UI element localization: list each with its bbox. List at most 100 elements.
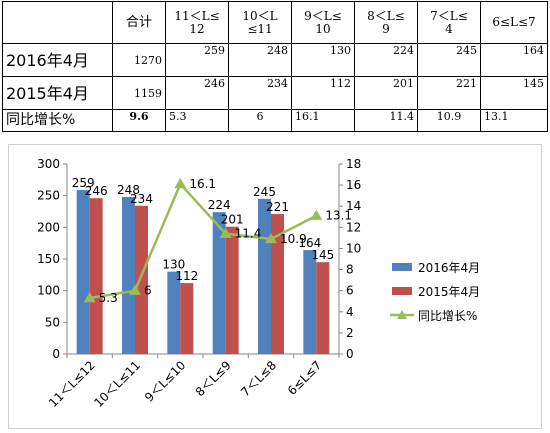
growth-line xyxy=(89,181,317,300)
right-y-tick-label: 18 xyxy=(346,157,361,171)
table-cell: 246 xyxy=(165,76,229,110)
left-y-tick-label: 100 xyxy=(37,284,60,298)
x-tick-label: 10＜L≤11 xyxy=(91,358,143,410)
table-cell: 248 xyxy=(228,43,292,77)
table-header-cell: 11＜L≤ 12 xyxy=(165,1,229,44)
table-cell: 224 xyxy=(354,43,418,77)
table-cell: 1159 xyxy=(112,76,166,110)
line-point xyxy=(310,209,323,220)
table-header-cell xyxy=(2,1,113,44)
table-cell: 13.1 xyxy=(480,109,548,132)
right-y-tick-label: 10 xyxy=(346,241,361,255)
row-label: 2015年4月 xyxy=(2,76,113,110)
legend-label: 2016年4月 xyxy=(418,261,480,275)
bar xyxy=(167,271,181,354)
bar xyxy=(135,205,148,354)
x-tick-label: 8＜L≤9 xyxy=(193,358,234,399)
left-y-tick-label: 50 xyxy=(45,315,60,329)
table-cell: 201 xyxy=(354,76,418,110)
table-cell: 245 xyxy=(417,43,481,77)
combo-chart: 05010015020025030002468101214161811＜L≤12… xyxy=(37,157,480,410)
line-value-label: 5.3 xyxy=(99,291,118,305)
line-point xyxy=(174,178,187,189)
bar-value-label: 201 xyxy=(221,213,244,227)
line-point xyxy=(129,284,141,295)
right-y-tick-label: 8 xyxy=(346,263,354,277)
line-value-label: 13.1 xyxy=(325,209,352,223)
x-tick-label: 11＜L≤12 xyxy=(46,358,98,410)
bar xyxy=(212,212,226,354)
bar-value-label: 221 xyxy=(266,200,289,214)
table-header-cell: 10＜L ≤11 xyxy=(228,1,292,44)
line-value-label: 11.4 xyxy=(235,227,262,241)
legend-swatch xyxy=(392,263,412,271)
table-cell: 6 xyxy=(228,109,292,132)
line-point xyxy=(219,227,232,238)
table-cell: 10.9 xyxy=(417,109,481,132)
chart-frame: 0 50 100 150 200 250 300 0 2 4 6 8 10 12 14 16 18 11＜L≤12… xyxy=(8,144,542,429)
bar-value-label: 224 xyxy=(208,198,231,212)
right-y-tick-label: 12 xyxy=(346,220,361,234)
legend-marker xyxy=(397,310,407,319)
bar xyxy=(225,226,239,354)
bar xyxy=(180,283,194,354)
line-point xyxy=(83,292,96,303)
left-y-tick-label: 300 xyxy=(37,157,60,171)
left-y-tick-label: 0 xyxy=(52,347,60,361)
bar xyxy=(122,196,135,354)
bar-value-label: 248 xyxy=(117,183,140,197)
table-cell: 5.3 xyxy=(165,109,229,132)
bar-value-label: 164 xyxy=(298,236,321,250)
left-y-tick-label: 250 xyxy=(37,189,60,203)
table-cell: 1270 xyxy=(112,43,166,77)
table-header-cell: 7＜L≤ 4 xyxy=(417,1,481,44)
row-label: 2016年4月 xyxy=(2,43,113,77)
right-y-tick-label: 6 xyxy=(346,284,354,298)
data-table: 合计 11＜L≤ 12 10＜L ≤11 9＜L≤ 10 8＜L≤ 9 7＜L≤… xyxy=(2,1,548,132)
line-value-label: 6 xyxy=(144,284,152,298)
x-tick-label: 6≤L≤7 xyxy=(285,358,325,398)
bar xyxy=(316,262,330,354)
right-y-tick-label: 2 xyxy=(346,326,354,340)
table-header-cell: 9＜L≤ 10 xyxy=(291,1,355,44)
bar-value-label: 112 xyxy=(175,269,198,283)
table-cell: 234 xyxy=(228,76,292,110)
table-cell: 16.1 xyxy=(291,109,355,132)
x-tick-label: 7＜L≤8 xyxy=(238,358,279,399)
bar-value-label: 259 xyxy=(72,176,95,190)
right-y-tick-label: 4 xyxy=(346,305,354,319)
legend-label: 同比增长% xyxy=(418,309,477,323)
table-cell: 221 xyxy=(417,76,481,110)
chart-data-labels: 259 248 130 224 245 164 246 234 112 201 221 145 5.3 6… xyxy=(72,176,352,305)
table-cell: 11.4 xyxy=(354,109,418,132)
table-header-row: 合计 11＜L≤ 12 10＜L ≤11 9＜L≤ 10 8＜L≤ 9 7＜L≤… xyxy=(2,1,548,44)
table-header-cell: 合计 xyxy=(112,1,166,44)
bar xyxy=(258,198,271,354)
left-y-tick-label: 200 xyxy=(37,220,60,234)
table-cell: 9.6 xyxy=(112,109,166,132)
bar-value-label: 145 xyxy=(311,248,334,262)
legend-label: 2015年4月 xyxy=(418,285,480,299)
bar xyxy=(303,250,317,354)
right-y-tick-label: 16 xyxy=(346,178,361,192)
bar xyxy=(76,189,90,354)
row-label: 同比增长% xyxy=(2,109,113,132)
line-value-label: 16.1 xyxy=(189,177,216,191)
table-row: 2016年4月 1270 259 248 130 224 245 164 xyxy=(2,43,548,77)
line-point xyxy=(265,232,277,244)
table-header-cell: 6≤L≤7 xyxy=(480,1,548,44)
chart-line xyxy=(83,178,323,303)
table-header-cell: 8＜L≤ 9 xyxy=(354,1,418,44)
chart-bars xyxy=(76,189,330,354)
table-row: 2015年4月 1159 246 234 112 201 221 145 xyxy=(2,76,548,110)
bar-value-label: 130 xyxy=(162,258,185,272)
bar-value-label: 246 xyxy=(85,184,108,198)
table-cell: 164 xyxy=(480,43,548,77)
right-y-tick-label: 14 xyxy=(346,199,361,213)
legend-swatch xyxy=(392,287,412,295)
table-cell: 130 xyxy=(291,43,355,77)
table-cell: 145 xyxy=(480,76,548,110)
bar xyxy=(271,214,284,354)
right-y-tick-label: 0 xyxy=(346,347,354,361)
